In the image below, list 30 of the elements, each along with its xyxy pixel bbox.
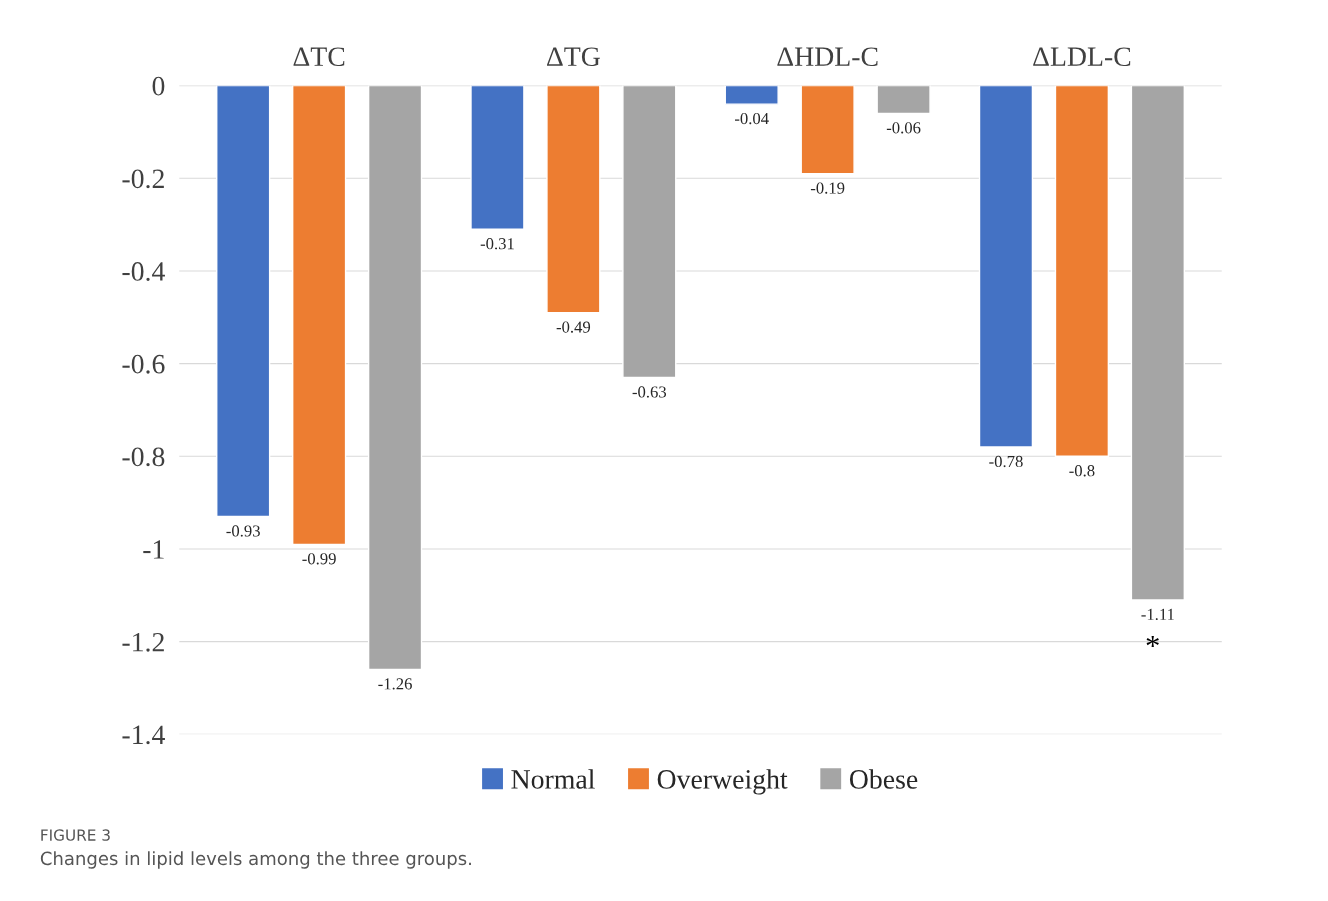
y-tick-label: -1.4 bbox=[122, 725, 165, 745]
y-tick-label: -0.4 bbox=[122, 262, 165, 281]
data-label: -1.11 bbox=[1141, 608, 1174, 621]
y-tick-label: -1 bbox=[143, 540, 164, 559]
data-label: -1.26 bbox=[378, 678, 412, 690]
text: Changes in lipid levels among the three groups. bbox=[40, 851, 471, 869]
y-tick-label: -0.8 bbox=[122, 447, 165, 467]
data-label: -0.06 bbox=[886, 122, 921, 134]
data-label: -0.31 bbox=[480, 238, 514, 250]
y-tick-label: -0.2 bbox=[122, 169, 164, 189]
x-tick-label: ΔHDL-C bbox=[777, 47, 878, 67]
x-tick-label: ΔLDL-C bbox=[1033, 47, 1131, 67]
data-label: -0.04 bbox=[734, 112, 769, 125]
data-label: -0.8 bbox=[1069, 465, 1095, 477]
x-tick-label: ΔTG bbox=[547, 47, 600, 67]
caption: FIGURE 3 bbox=[41, 829, 110, 841]
data-label: -0.78 bbox=[989, 455, 1023, 468]
y-tick-label: -1.2 bbox=[122, 632, 164, 652]
y-tick-label: -0.6 bbox=[122, 354, 165, 374]
y-tick-label: 0 bbox=[152, 76, 165, 96]
data-label: -0.93 bbox=[226, 525, 260, 537]
data-label: -0.63 bbox=[632, 386, 667, 398]
x-tick-label: ΔTC bbox=[293, 47, 345, 67]
data-label: -0.19 bbox=[810, 182, 845, 194]
data-label: -0.99 bbox=[302, 553, 336, 565]
data-label: -0.49 bbox=[556, 321, 591, 333]
legend-label: Obese bbox=[849, 769, 918, 789]
legend-label: Overweight bbox=[657, 769, 788, 795]
legend-label: Normal bbox=[511, 769, 595, 789]
annotation: * bbox=[1146, 635, 1159, 648]
